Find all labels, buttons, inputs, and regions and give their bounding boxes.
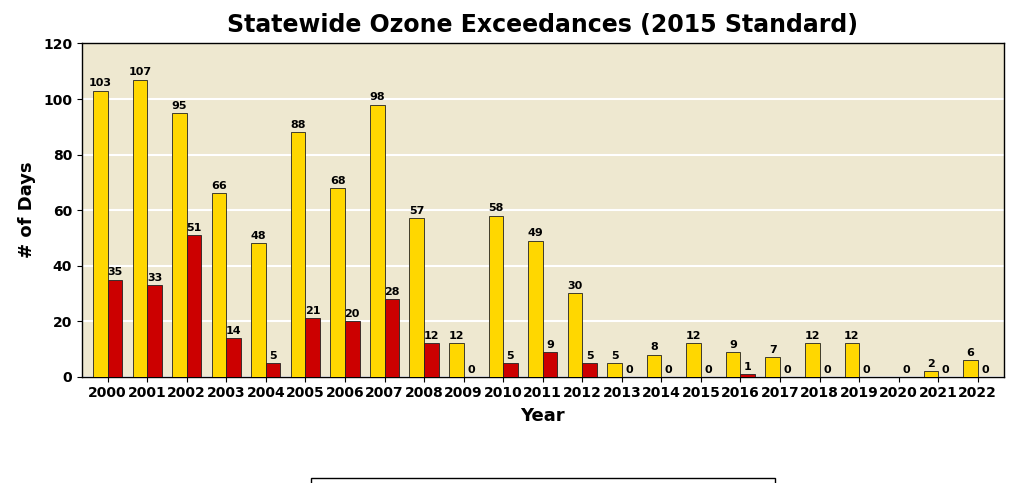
Bar	[424, 343, 438, 377]
Bar	[583, 363, 597, 377]
Text: 66: 66	[211, 181, 227, 191]
Bar	[924, 371, 938, 377]
Bar	[226, 338, 241, 377]
Text: 5: 5	[507, 351, 514, 361]
Bar	[543, 352, 557, 377]
Bar	[93, 91, 108, 377]
Text: 21: 21	[305, 306, 321, 316]
Bar	[449, 343, 464, 377]
Text: 0: 0	[467, 365, 475, 374]
Bar	[528, 241, 543, 377]
Bar	[607, 363, 622, 377]
Text: 7: 7	[769, 345, 776, 355]
Bar	[384, 299, 399, 377]
Text: 95: 95	[172, 100, 187, 111]
Text: 5: 5	[610, 351, 618, 361]
Text: 33: 33	[146, 273, 162, 283]
Bar	[147, 285, 162, 377]
Text: 51: 51	[186, 223, 202, 233]
Text: 5: 5	[269, 351, 276, 361]
Text: 98: 98	[370, 92, 385, 102]
Text: 88: 88	[291, 120, 306, 130]
Bar	[503, 363, 518, 377]
Text: 0: 0	[823, 365, 830, 374]
Bar	[266, 363, 281, 377]
Bar	[305, 318, 321, 377]
Bar	[251, 243, 266, 377]
Text: 0: 0	[705, 365, 712, 374]
Bar	[212, 193, 226, 377]
Legend: Orange and Above Days, Red and Above Days: Orange and Above Days, Red and Above Day…	[310, 478, 775, 483]
Text: 58: 58	[488, 203, 504, 213]
Text: 0: 0	[942, 365, 949, 374]
Text: 12: 12	[449, 331, 464, 341]
Bar	[845, 343, 859, 377]
Bar	[186, 235, 202, 377]
Bar	[567, 293, 583, 377]
Text: 8: 8	[650, 342, 658, 352]
Text: 0: 0	[981, 365, 989, 374]
X-axis label: Year: Year	[520, 407, 565, 426]
Text: 14: 14	[226, 326, 242, 336]
Text: 57: 57	[409, 206, 424, 216]
Text: 30: 30	[567, 281, 583, 291]
Text: 12: 12	[805, 331, 820, 341]
Text: 0: 0	[783, 365, 792, 374]
Text: 68: 68	[330, 176, 345, 185]
Bar	[686, 343, 701, 377]
Bar	[726, 352, 740, 377]
Y-axis label: # of Days: # of Days	[18, 162, 36, 258]
Bar	[765, 357, 780, 377]
Text: 6: 6	[967, 348, 975, 358]
Title: Statewide Ozone Exceedances (2015 Standard): Statewide Ozone Exceedances (2015 Standa…	[227, 14, 858, 37]
Bar	[291, 132, 305, 377]
Bar	[331, 188, 345, 377]
Text: 48: 48	[251, 231, 266, 241]
Text: 12: 12	[686, 331, 701, 341]
Text: 0: 0	[902, 365, 910, 374]
Text: 103: 103	[89, 78, 112, 88]
Text: 107: 107	[128, 67, 152, 77]
Text: 35: 35	[108, 267, 123, 277]
Text: 2: 2	[927, 359, 935, 369]
Text: 0: 0	[862, 365, 870, 374]
Bar	[410, 218, 424, 377]
Bar	[740, 374, 755, 377]
Text: 9: 9	[729, 340, 737, 350]
Bar	[647, 355, 662, 377]
Bar	[132, 80, 147, 377]
Text: 12: 12	[424, 331, 439, 341]
Text: 20: 20	[345, 309, 360, 319]
Bar	[370, 104, 384, 377]
Bar	[488, 215, 503, 377]
Text: 0: 0	[665, 365, 673, 374]
Bar	[964, 360, 978, 377]
Text: 28: 28	[384, 287, 399, 297]
Bar	[108, 280, 122, 377]
Text: 12: 12	[844, 331, 859, 341]
Bar	[805, 343, 819, 377]
Bar	[345, 321, 359, 377]
Text: 0: 0	[626, 365, 633, 374]
Text: 5: 5	[586, 351, 593, 361]
Text: 1: 1	[743, 362, 752, 372]
Text: 9: 9	[546, 340, 554, 350]
Text: 49: 49	[527, 228, 544, 239]
Bar	[172, 113, 186, 377]
